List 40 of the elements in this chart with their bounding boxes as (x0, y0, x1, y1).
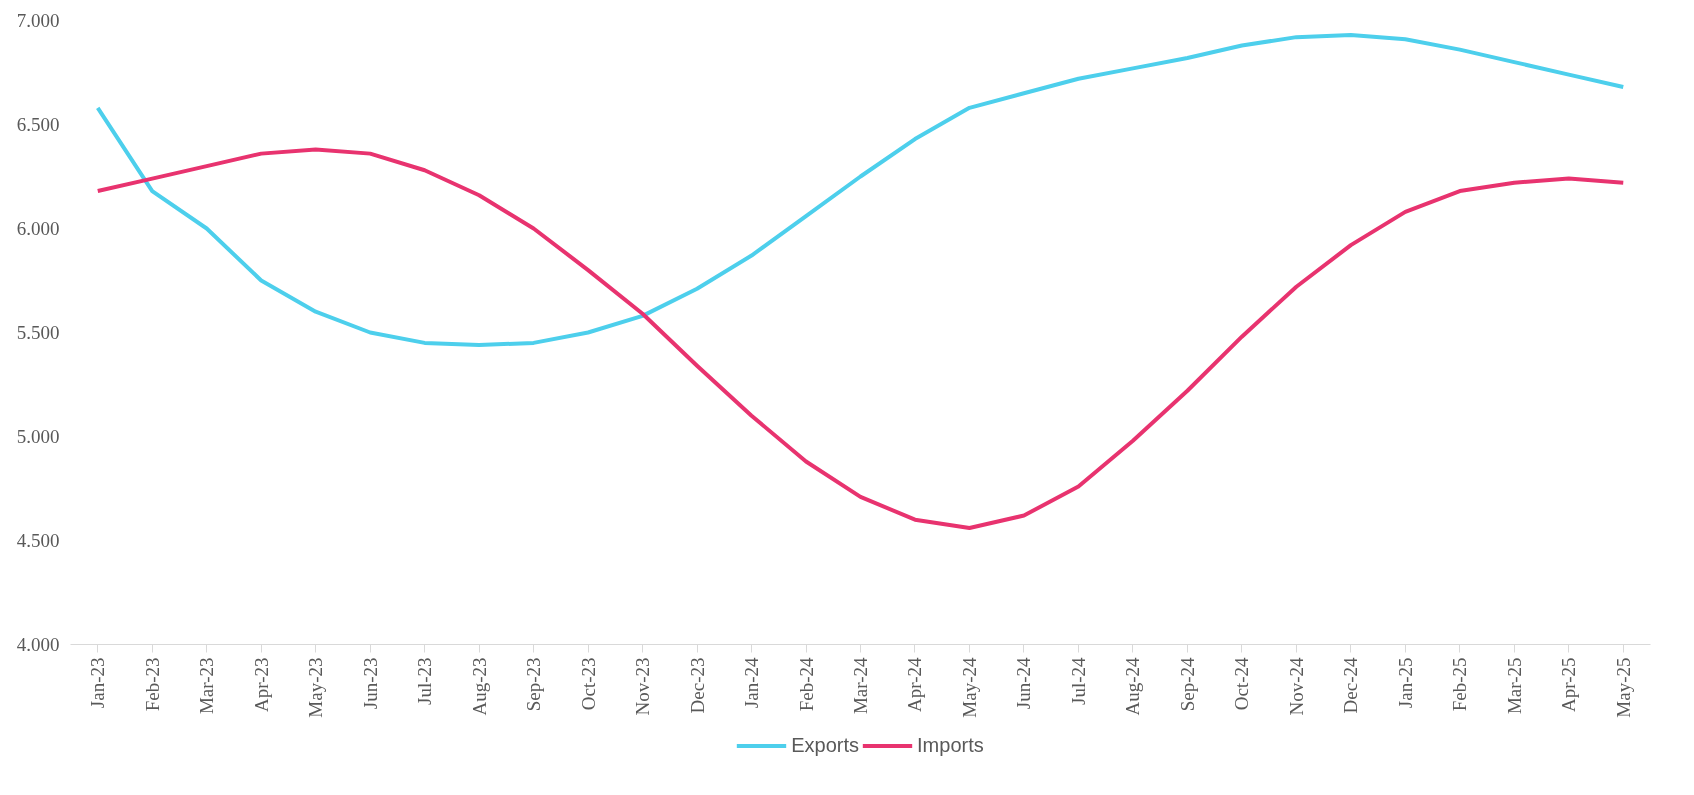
x-tick-label: May-24 (958, 657, 980, 718)
y-tick-label: 4.000 (16, 634, 60, 655)
x-tick-label: Nov-24 (1285, 657, 1307, 716)
x-tick-label: May-23 (305, 657, 327, 718)
x-tick-label: Jun-24 (1013, 657, 1035, 710)
legend-label: Exports (791, 733, 860, 757)
line-series (95, 147, 1626, 531)
x-tick-label: Feb-24 (795, 657, 817, 712)
x-tick-label: Feb-23 (141, 657, 163, 712)
x-tick-label: Jul-24 (1067, 657, 1089, 705)
x-tick-label: Mar-25 (1503, 657, 1525, 715)
x-tick-label: Jul-23 (414, 657, 436, 705)
y-tick-label: 5.500 (16, 322, 60, 343)
x-tick-label: Oct-24 (1231, 657, 1253, 711)
x-tick-label: Nov-23 (632, 657, 654, 716)
y-tick-label: 6.000 (16, 218, 60, 239)
x-tick-label: Jan-24 (741, 657, 763, 709)
y-tick-label: 7.000 (16, 10, 60, 31)
y-tick-label: 4.500 (16, 530, 60, 551)
x-tick-label: Sep-24 (1176, 657, 1198, 712)
x-tick-label: Sep-23 (523, 657, 545, 712)
x-tick-label: May-25 (1612, 657, 1634, 718)
x-tick-label: Mar-24 (850, 657, 871, 715)
x-tick-label: Dec-24 (1340, 657, 1362, 714)
x-tick-label: Aug-23 (468, 657, 490, 716)
x-tick-label: Jan-25 (1394, 657, 1416, 709)
x-tick-label: Apr-25 (1558, 657, 1580, 712)
x-tick-label: Mar-23 (196, 657, 218, 715)
x-tick-label: Dec-23 (686, 657, 708, 714)
y-tick-label: 6.500 (16, 114, 60, 135)
x-tick-label: Aug-24 (1122, 657, 1144, 716)
x-tick-label: Jun-23 (359, 657, 381, 710)
line-series (95, 33, 1626, 347)
x-tick-label: Feb-25 (1449, 657, 1471, 712)
legend-label: Imports (917, 733, 984, 757)
x-tick-label: Apr-24 (904, 657, 926, 712)
x-tick-label: Apr-23 (250, 657, 272, 712)
x-tick-label: Jan-23 (87, 657, 109, 709)
y-tick-label: 5.000 (16, 426, 60, 447)
x-tick-label: Oct-23 (577, 657, 599, 711)
